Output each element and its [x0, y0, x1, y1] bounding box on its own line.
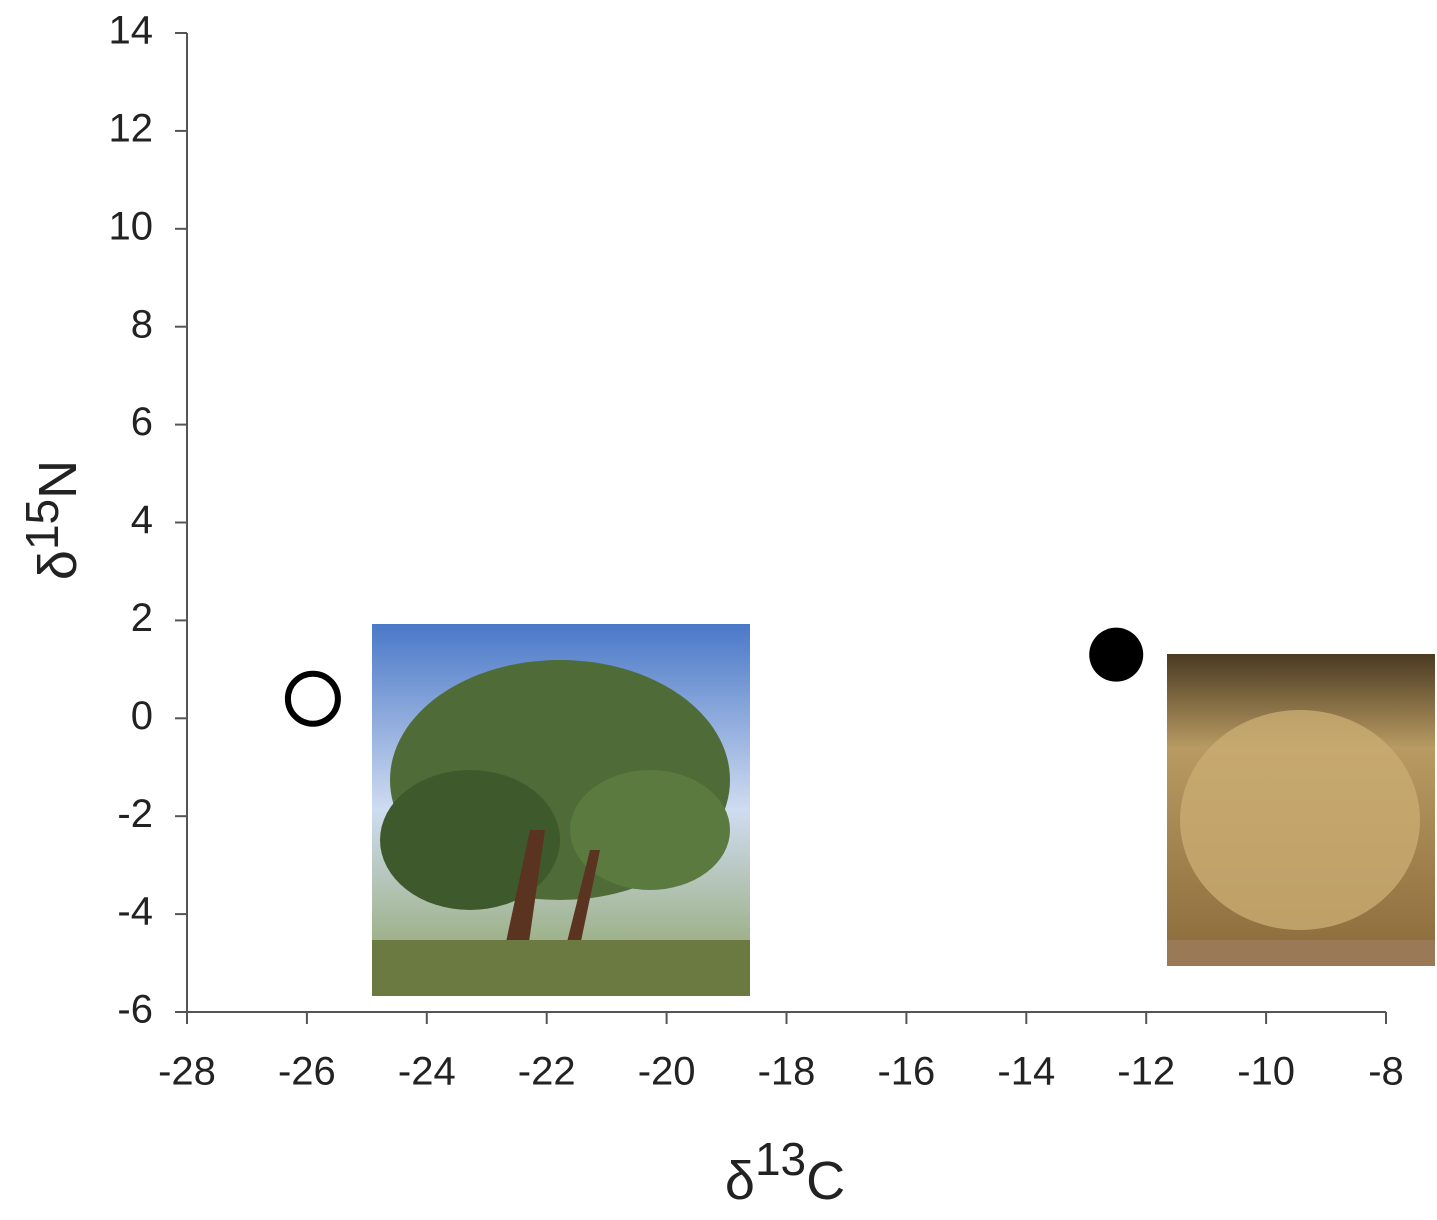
x-tick-label: -12 [1117, 1050, 1175, 1094]
tree-photo [372, 624, 750, 996]
x-axis-label: δ13C [725, 1133, 845, 1211]
y-tick-label: 4 [131, 498, 153, 542]
x-label-symbol: δ [725, 1151, 755, 1211]
x-label-isotope: 13 [755, 1133, 806, 1185]
y-tick-label: -6 [117, 988, 153, 1032]
x-tick-label: -18 [758, 1050, 816, 1094]
y-axis-label: δ15N [16, 460, 88, 580]
x-tick-label: -22 [518, 1050, 576, 1094]
data-point [284, 670, 341, 727]
x-tick-label: -16 [877, 1050, 935, 1094]
y-tick-label: -4 [117, 890, 153, 934]
y-label-symbol: δ [28, 550, 88, 580]
y-tick-label: 6 [131, 400, 153, 444]
x-tick-label: -8 [1368, 1050, 1404, 1094]
y-tick-label: 8 [131, 302, 153, 346]
y-tick-label: 0 [131, 694, 153, 738]
y-tick-label: 10 [109, 204, 154, 248]
grass-photo [1167, 654, 1435, 966]
y-label-isotope: 15 [16, 499, 68, 550]
x-tick-label: -28 [158, 1050, 216, 1094]
y-tick-label: 14 [109, 9, 154, 53]
x-tick-label: -26 [278, 1050, 336, 1094]
y-label-element: N [28, 460, 88, 499]
y-tick-label: 12 [109, 106, 154, 150]
y-tick-label: 2 [131, 596, 153, 640]
x-tick-label: -10 [1237, 1050, 1295, 1094]
x-tick-label: -14 [997, 1050, 1055, 1094]
y-tick-label: -2 [117, 792, 153, 836]
x-tick-label: -20 [638, 1050, 696, 1094]
data-point [1089, 627, 1144, 682]
x-tick-label: -24 [398, 1050, 456, 1094]
x-label-element: C [806, 1151, 845, 1211]
